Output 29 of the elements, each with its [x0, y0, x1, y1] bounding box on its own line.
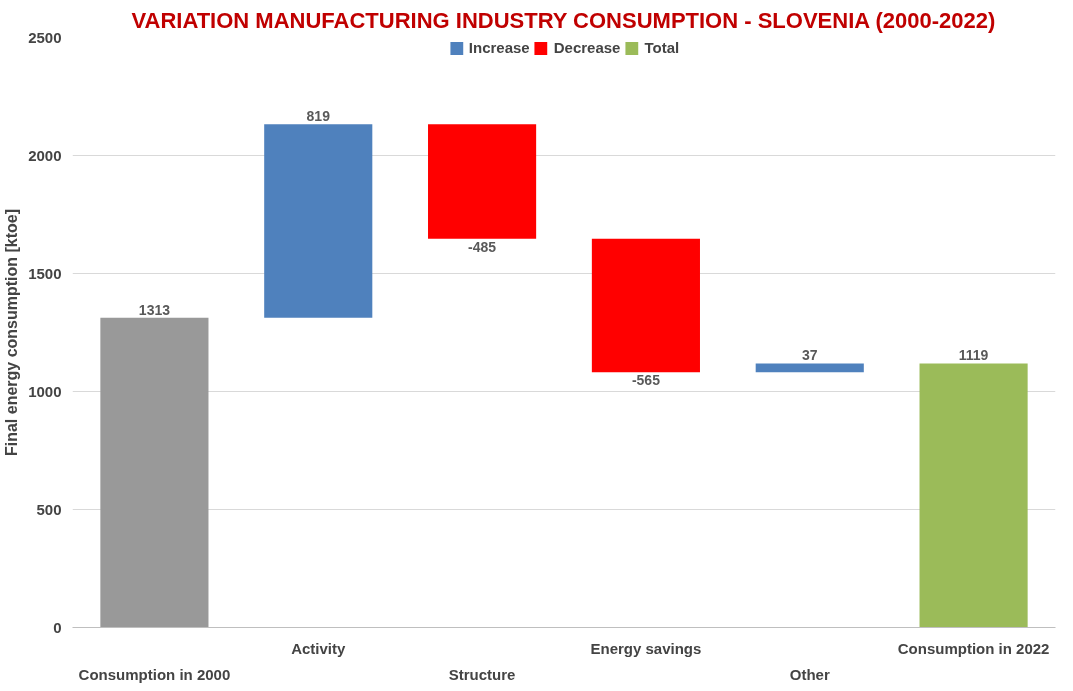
- y-tick-label: 1000: [28, 382, 62, 400]
- x-tick-label: Activity: [291, 639, 346, 657]
- x-tick-label: Consumption in 2022: [897, 639, 1050, 657]
- legend-label: Total: [644, 39, 680, 56]
- bar: [264, 124, 373, 318]
- data-label: -565: [631, 372, 661, 389]
- y-tick-label: 500: [36, 500, 62, 518]
- data-label: 37: [801, 347, 818, 364]
- legend-label: Decrease: [553, 39, 621, 56]
- data-label: 1119: [958, 347, 989, 364]
- data-label: -485: [468, 238, 497, 255]
- y-tick-label: 2000: [28, 146, 62, 164]
- x-tick-label: Consumption in 2000: [78, 665, 231, 683]
- y-tick-label: 1500: [28, 264, 62, 282]
- y-axis-title: Final energy consumption [ktoe]: [3, 208, 21, 457]
- legend-label: Increase: [468, 39, 530, 56]
- chart-title: VARIATION MANUFACTURING INDUSTRY CONSUMPTION - SLOVENIA (2000-2022): [131, 7, 996, 33]
- bar: [919, 363, 1028, 628]
- x-tick-label: Energy savings: [590, 639, 702, 657]
- y-tick-label: 2500: [28, 28, 62, 46]
- data-label: 819: [306, 108, 331, 125]
- bar: [755, 363, 864, 373]
- bar: [428, 124, 537, 239]
- bar: [100, 317, 209, 628]
- data-label: 1313: [138, 301, 171, 318]
- y-tick-label: 0: [53, 618, 62, 636]
- bar: [591, 238, 700, 373]
- x-tick-label: Structure: [448, 665, 516, 683]
- x-tick-label: Other: [789, 665, 830, 683]
